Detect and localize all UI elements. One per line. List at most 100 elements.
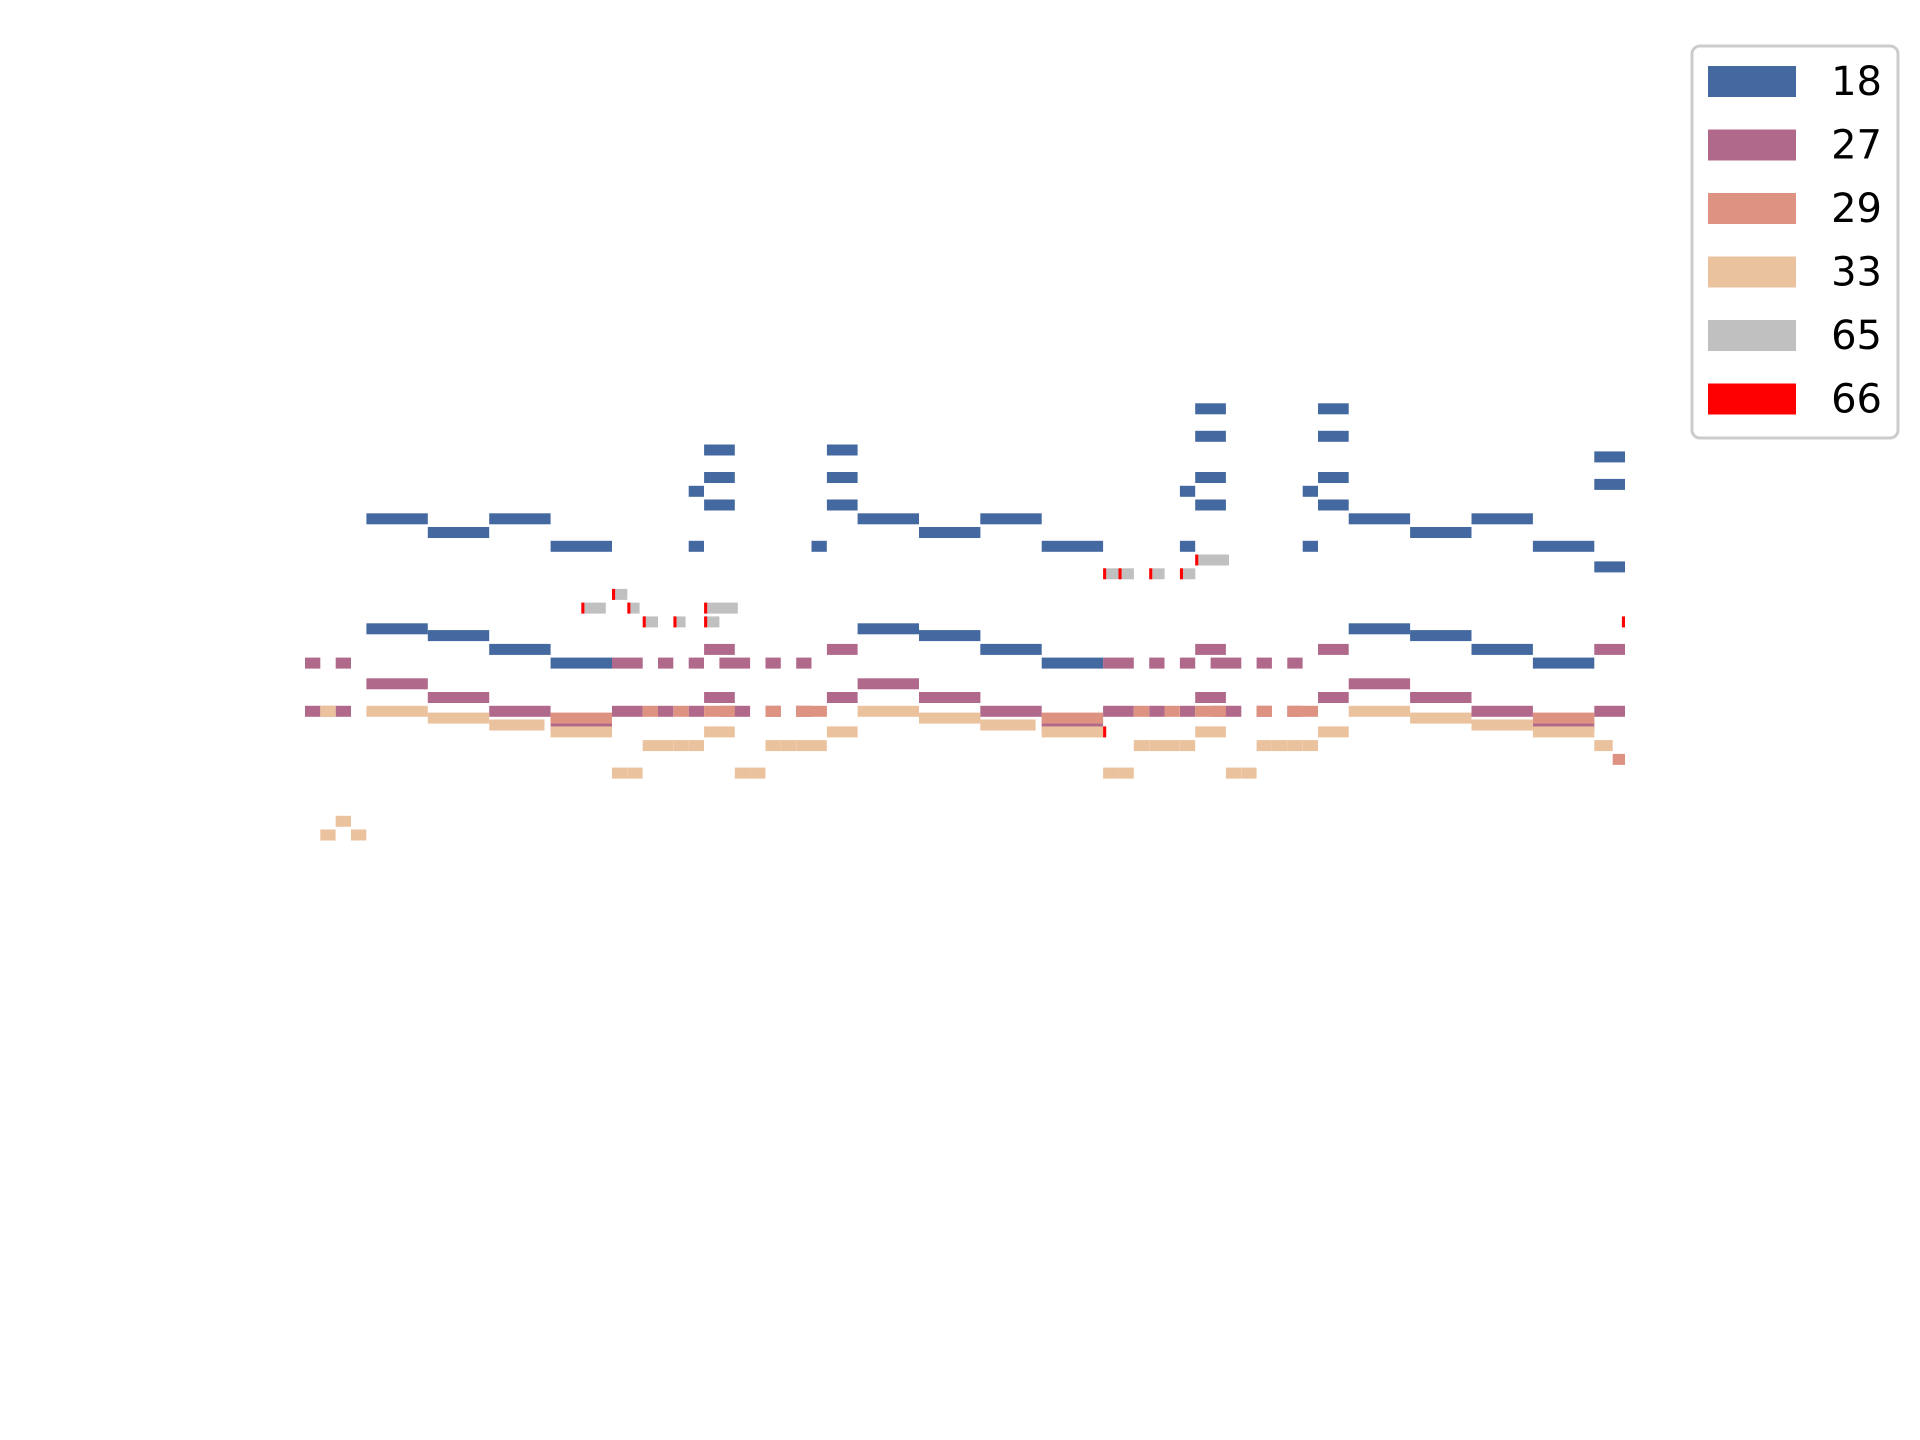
note-bar (1179, 657, 1196, 669)
note-bar (627, 767, 643, 779)
note-bar (584, 602, 606, 614)
note-bar (826, 472, 858, 483)
note-bar (1041, 712, 1104, 724)
legend-label: 33 (1831, 250, 1882, 296)
note-bar (658, 705, 674, 717)
series-66 (581, 554, 1625, 738)
note-bar (980, 513, 1042, 525)
note-bar (630, 602, 640, 614)
note-bar (811, 740, 827, 752)
note-bar (489, 643, 551, 655)
note-bar (1318, 499, 1349, 511)
note-bar (1318, 403, 1349, 415)
note-bar (1318, 643, 1349, 655)
legend-label: 66 (1831, 377, 1882, 423)
note-bar (1594, 643, 1625, 655)
note-bar (1410, 692, 1472, 703)
note-bar (1410, 712, 1472, 724)
note-bar (1118, 767, 1134, 779)
note-bar (707, 602, 738, 614)
note-bar (550, 540, 612, 552)
note-bar (1179, 485, 1196, 497)
note-bar (857, 705, 919, 717)
note-bar (734, 767, 751, 779)
note-bar (366, 513, 428, 525)
note-bar (1594, 705, 1625, 717)
note-bar (1287, 740, 1303, 752)
legend-swatch (1708, 320, 1796, 351)
note-bar (704, 602, 708, 614)
note-bar (1348, 705, 1411, 717)
note-bar (1256, 740, 1272, 752)
note-bar (1118, 568, 1122, 580)
note-bar (980, 705, 1042, 717)
note-bar (658, 740, 674, 752)
note-bar (1103, 657, 1134, 669)
note-bar (1133, 705, 1150, 717)
series-18 (366, 403, 1625, 669)
note-bar (1612, 753, 1625, 765)
note-bar (305, 657, 321, 669)
note-bar (612, 705, 643, 717)
note-bar (688, 740, 704, 752)
series-65 (584, 554, 1229, 628)
note-bar (826, 444, 858, 456)
note-bar (615, 588, 628, 600)
note-bar (1318, 430, 1349, 442)
note-bar (642, 705, 658, 717)
note-bar (489, 719, 545, 731)
legend-item: 29 (1708, 186, 1882, 232)
note-bar (1103, 568, 1107, 580)
note-bar (919, 630, 981, 642)
note-bar (1195, 472, 1226, 483)
note-bar (919, 527, 981, 538)
note-bar (796, 705, 827, 717)
note-bar (857, 623, 919, 635)
legend-item: 18 (1708, 59, 1882, 105)
note-bar (1103, 726, 1107, 738)
note-bar (1179, 540, 1196, 552)
note-bar (1103, 767, 1119, 779)
note-bar (676, 616, 686, 628)
note-bar (1133, 740, 1150, 752)
note-bar (627, 602, 631, 614)
note-bar (351, 829, 367, 841)
note-bar (1149, 740, 1165, 752)
note-bar (305, 705, 321, 717)
note-bar (1272, 740, 1288, 752)
note-bar (1348, 513, 1411, 525)
note-bar (980, 643, 1042, 655)
note-bar (1318, 472, 1349, 483)
note-bar (1471, 705, 1533, 717)
series-33 (320, 705, 1613, 841)
note-bar (1103, 705, 1134, 717)
note-bar (919, 692, 981, 703)
note-bar (1179, 705, 1196, 717)
note-bar (796, 657, 812, 669)
note-bar (1152, 568, 1165, 580)
note-bar (704, 692, 735, 703)
legend-label: 27 (1831, 123, 1882, 169)
note-bar (366, 678, 428, 690)
note-bar (1287, 657, 1303, 669)
note-bar (1256, 657, 1272, 669)
note-bar (719, 657, 751, 669)
note-bar (673, 740, 689, 752)
note-bar (1348, 623, 1411, 635)
note-bar (1149, 705, 1165, 717)
note-bar (612, 588, 616, 600)
note-bar (1183, 568, 1196, 580)
note-bar (550, 726, 612, 738)
note-bar (1041, 719, 1104, 731)
note-bar (335, 657, 351, 669)
note-bar (1195, 726, 1226, 738)
note-bar (320, 829, 336, 841)
legend-swatch (1708, 66, 1796, 97)
legend-label: 18 (1831, 59, 1882, 105)
note-bar (1179, 740, 1196, 752)
series-29 (320, 705, 1625, 765)
note-bars (305, 403, 1625, 841)
note-bar (765, 740, 781, 752)
note-bar (612, 767, 628, 779)
